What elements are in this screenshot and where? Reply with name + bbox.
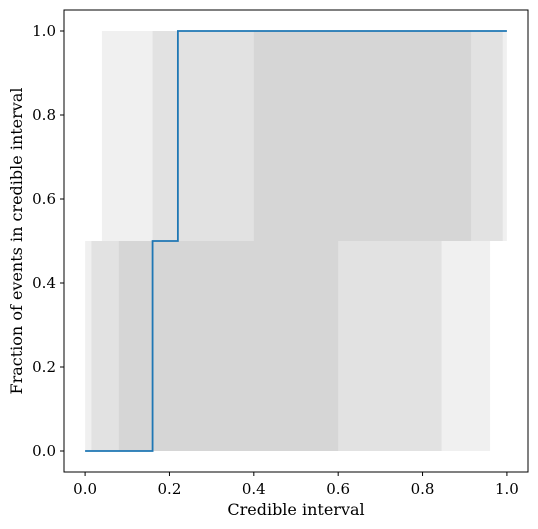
series-line-1 <box>85 30 507 452</box>
x-tick-label: 0.4 <box>242 480 266 498</box>
x-tick-label: 0.8 <box>411 480 435 498</box>
y-tick-label: 1.0 <box>32 22 56 40</box>
x-tick-label: 0.0 <box>73 480 97 498</box>
confidence-bands <box>85 31 507 451</box>
series-layer <box>85 30 507 452</box>
credible-band-4 <box>152 31 503 241</box>
x-axis: 0.0 0.2 0.4 0.6 0.8 1.0 <box>73 472 519 498</box>
y-tick-label: 0.0 <box>32 442 56 460</box>
x-tick-label: 1.0 <box>495 480 519 498</box>
credible-band-2 <box>101 31 507 241</box>
x-tick-label: 0.2 <box>158 480 182 498</box>
y-tick-label: 0.6 <box>32 190 56 208</box>
credible-band-6 <box>253 31 472 241</box>
y-axis-label: Fraction of events in credible interval <box>7 88 26 395</box>
y-tick-label: 0.8 <box>32 106 56 124</box>
x-tick-label: 0.6 <box>326 480 350 498</box>
credible-band-3 <box>91 241 442 451</box>
y-tick-label: 0.4 <box>32 274 56 292</box>
credible-band-5 <box>118 241 339 451</box>
y-axis: 0.0 0.2 0.4 0.6 0.8 1.0 <box>32 22 64 460</box>
x-axis-label: Credible interval <box>227 500 364 519</box>
y-tick-label: 0.2 <box>32 358 56 376</box>
plot-frame <box>63 9 529 473</box>
